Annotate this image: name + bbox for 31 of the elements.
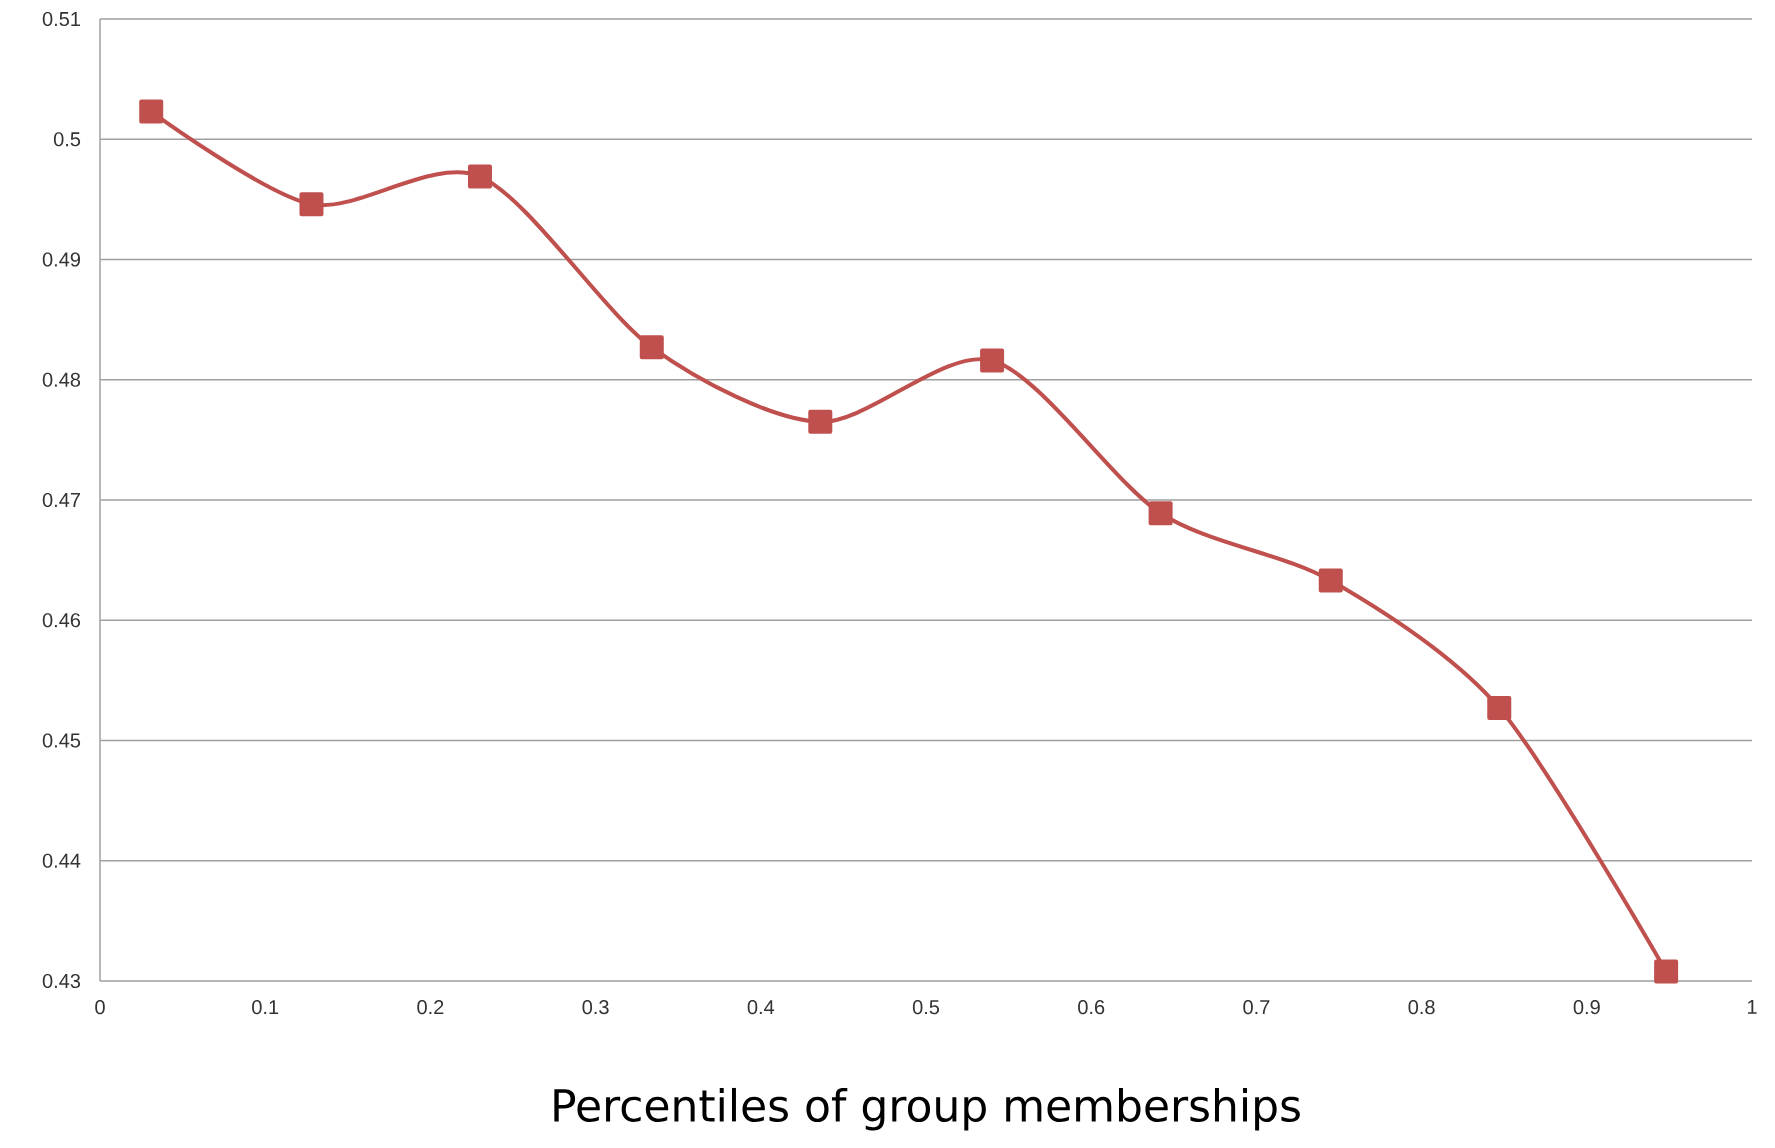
point xyxy=(1654,959,1679,984)
x-tick-label: 0 xyxy=(95,1000,105,1015)
y-tick-label: 0.51 xyxy=(42,11,80,27)
point xyxy=(1487,696,1512,721)
y-tick-label: 0.48 xyxy=(42,372,81,387)
x-axis-title: Percentiles of group memberships xyxy=(554,1087,1300,1131)
x-tick-label: 0.7 xyxy=(1243,1000,1270,1015)
x-tick-label: 0.9 xyxy=(1573,1000,1600,1015)
point xyxy=(299,192,324,217)
x-tick-label: 0.1 xyxy=(252,1000,279,1015)
x-tick-label: 0.4 xyxy=(747,1000,775,1015)
x-tick-label: 0.6 xyxy=(1078,1000,1105,1015)
y-tick-label: 0.45 xyxy=(42,733,81,748)
x-tick-label: 0.5 xyxy=(912,1000,940,1015)
point xyxy=(980,348,1005,373)
point xyxy=(1318,568,1343,593)
y-tick-label: 0.49 xyxy=(42,252,81,267)
y-tick-label: 0.44 xyxy=(42,853,81,868)
x-tick-label: 0.3 xyxy=(582,1000,609,1015)
y-tick-label: 0.5 xyxy=(53,132,81,147)
point xyxy=(808,409,833,434)
point xyxy=(1148,501,1173,526)
point xyxy=(639,335,664,360)
x-tick-label: 0.8 xyxy=(1408,1000,1435,1015)
y-tick-label: 0.47 xyxy=(42,492,80,508)
y-tick-label: 0.46 xyxy=(42,613,81,628)
point xyxy=(467,164,492,189)
x-tick-label: 1 xyxy=(1747,1000,1757,1014)
y-tick-label: 0.43 xyxy=(42,973,81,989)
x-tick-label: 0.2 xyxy=(417,1000,444,1015)
point xyxy=(139,99,164,124)
